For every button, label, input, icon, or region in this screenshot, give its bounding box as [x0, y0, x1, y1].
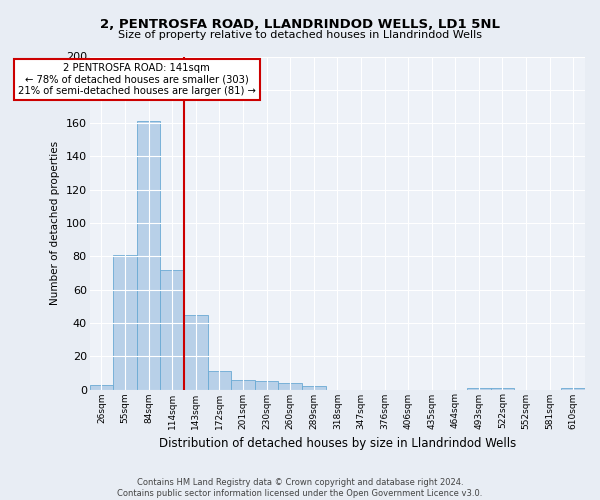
Bar — [302, 386, 326, 390]
Bar — [231, 380, 255, 390]
Bar — [113, 254, 137, 390]
Bar — [491, 388, 514, 390]
Bar — [255, 381, 278, 390]
Text: 2, PENTROSFA ROAD, LLANDRINDOD WELLS, LD1 5NL: 2, PENTROSFA ROAD, LLANDRINDOD WELLS, LD… — [100, 18, 500, 30]
Bar — [184, 314, 208, 390]
Text: 2 PENTROSFA ROAD: 141sqm
← 78% of detached houses are smaller (303)
21% of semi-: 2 PENTROSFA ROAD: 141sqm ← 78% of detach… — [18, 63, 256, 96]
Y-axis label: Number of detached properties: Number of detached properties — [50, 141, 60, 305]
Text: Contains HM Land Registry data © Crown copyright and database right 2024.
Contai: Contains HM Land Registry data © Crown c… — [118, 478, 482, 498]
Bar — [137, 122, 160, 390]
Bar — [89, 384, 113, 390]
Bar — [467, 388, 491, 390]
Text: Size of property relative to detached houses in Llandrindod Wells: Size of property relative to detached ho… — [118, 30, 482, 40]
Bar — [160, 270, 184, 390]
Bar — [208, 371, 231, 390]
Bar — [562, 388, 585, 390]
Bar — [278, 383, 302, 390]
X-axis label: Distribution of detached houses by size in Llandrindod Wells: Distribution of detached houses by size … — [159, 437, 516, 450]
